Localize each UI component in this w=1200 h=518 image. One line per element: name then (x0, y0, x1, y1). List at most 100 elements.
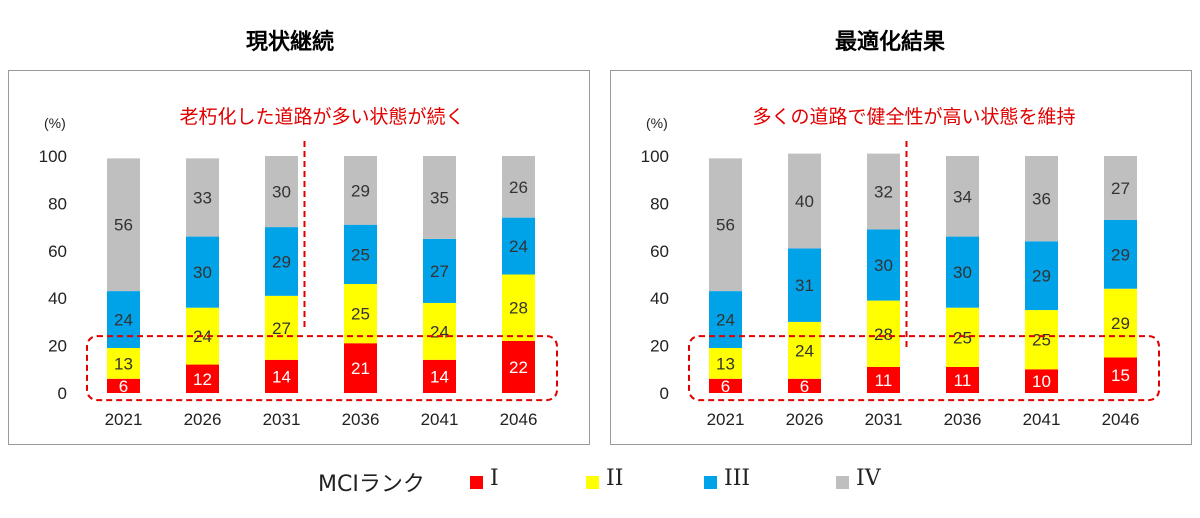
bar-data-label: 12 (193, 370, 212, 389)
bar-segment (502, 156, 535, 218)
bar-data-label: 24 (509, 237, 528, 256)
y-tick-label: 80 (48, 194, 67, 213)
y-tick-label: 0 (660, 384, 669, 403)
y-tick-label: 40 (650, 289, 669, 308)
x-tick-label: 2031 (865, 410, 903, 429)
stacked-bar-chart-left: 老朽化した道路が多い状態が続く (%) 0 20 40 60 80 100 6 13 24 56 202… (39, 106, 558, 429)
x-tick-label: 2021 (707, 410, 745, 429)
bar-segment (344, 283, 377, 344)
bar-data-label: 28 (509, 299, 528, 318)
bar-data-label: 14 (272, 367, 291, 386)
bar-data-label: 29 (1111, 245, 1130, 264)
bar-data-label: 11 (875, 371, 893, 390)
bar-segment (946, 156, 979, 237)
x-tick-label: 2021 (105, 410, 143, 429)
x-tick-label: 2041 (1023, 410, 1061, 429)
bar-segment (107, 378, 140, 393)
bar-data-label: 6 (721, 377, 730, 396)
bar-segment (1104, 288, 1137, 358)
bar-data-label: 40 (795, 192, 814, 211)
x-tick-label: 2031 (263, 410, 301, 429)
bar-data-label: 6 (119, 377, 128, 396)
bar-segment (1104, 156, 1137, 220)
bar-data-label: 36 (1032, 190, 1051, 209)
bar-segment (186, 364, 219, 393)
bar-segment (502, 340, 535, 393)
bar-data-label: 29 (1111, 314, 1130, 333)
y-tick-label: 40 (48, 289, 67, 308)
bar-segment (1025, 241, 1058, 311)
bar-data-label: 28 (874, 325, 893, 344)
bar-data-label: 24 (795, 341, 814, 360)
legend-label-iv: IV (856, 466, 881, 491)
bar-data-label: 25 (351, 305, 370, 324)
bar-segment (788, 321, 821, 379)
bar-segment (423, 156, 456, 239)
x-tick-label: 2046 (500, 410, 538, 429)
legend-swatch-iii (704, 476, 717, 489)
bar-segment (946, 307, 979, 367)
bar-data-label: 33 (193, 188, 212, 207)
bar-segment (788, 153, 821, 249)
highlight-box (688, 335, 1160, 402)
y-tick-label: 20 (650, 337, 669, 356)
bar-segment (709, 291, 742, 348)
x-tick-label: 2041 (421, 410, 459, 429)
bar-segment (265, 295, 298, 360)
bar-segment (265, 156, 298, 228)
y-axis-label: (%) (646, 115, 668, 131)
bar-segment (423, 359, 456, 393)
bar-segment (265, 359, 298, 393)
bar-segment (107, 291, 140, 348)
bar-segment (788, 248, 821, 322)
bar-segment (186, 236, 219, 308)
bar-segment (344, 156, 377, 225)
bar-segment (867, 300, 900, 367)
bar-segment (867, 229, 900, 301)
bar-data-label: 24 (430, 322, 449, 341)
bar-data-label: 11 (954, 371, 972, 390)
bar-segment (1025, 156, 1058, 242)
y-tick-label: 100 (39, 147, 67, 166)
bar-segment (709, 158, 742, 292)
x-tick-label: 2026 (786, 410, 824, 429)
bar-data-label: 25 (351, 245, 370, 264)
bar-data-label: 27 (430, 262, 449, 281)
bar-segment (186, 158, 219, 237)
legend-title: MCIランク (318, 472, 425, 497)
legend-label-iii: III (724, 466, 751, 491)
bar-segment (946, 366, 979, 393)
bar-data-label: 14 (430, 367, 449, 386)
bar-data-label: 31 (795, 276, 814, 295)
bar-segment (788, 378, 821, 393)
bar-data-label: 29 (272, 252, 291, 271)
bar-segment (423, 302, 456, 360)
bar-data-label: 15 (1111, 366, 1130, 385)
bar-data-label: 25 (1032, 331, 1051, 350)
bar-data-label: 27 (1111, 179, 1130, 198)
bar-segment (709, 378, 742, 393)
highlight-box (86, 335, 558, 402)
bar-data-label: 32 (874, 183, 893, 202)
stacked-bar-chart-right: 多くの道路で健全性が高い状態を維持 (%) 0 20 40 60 80 100 6 13 24 56 2… (641, 106, 1160, 429)
bar-data-label: 29 (1032, 267, 1051, 286)
legend-label-i: I (490, 466, 499, 491)
bar-segment (107, 347, 140, 379)
bar-data-label: 29 (351, 181, 370, 200)
bar-segment (107, 158, 140, 292)
x-tick-label: 2026 (184, 410, 222, 429)
chart-panel-left: 老朽化した道路が多い状態が続く (%) 0 20 40 60 80 100 6 13 24 56 202… (8, 70, 590, 445)
bar-data-label: 24 (114, 311, 133, 330)
chart-title-left: 現状継続 (245, 30, 334, 55)
bar-segment (344, 224, 377, 284)
legend-swatch-iv (836, 476, 849, 489)
y-tick-label: 20 (48, 337, 67, 356)
bar-data-label: 30 (953, 263, 972, 282)
y-tick-label: 60 (48, 242, 67, 261)
bar-segment (867, 366, 900, 393)
legend: MCIランク I II III IV (0, 460, 1200, 500)
bar-segment (423, 238, 456, 303)
bar-segment (1025, 310, 1058, 370)
y-tick-label: 60 (650, 242, 669, 261)
bar-data-label: 13 (716, 354, 735, 373)
